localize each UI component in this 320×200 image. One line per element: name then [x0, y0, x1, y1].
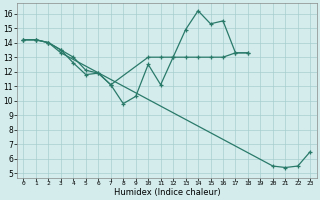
X-axis label: Humidex (Indice chaleur): Humidex (Indice chaleur) [114, 188, 220, 197]
